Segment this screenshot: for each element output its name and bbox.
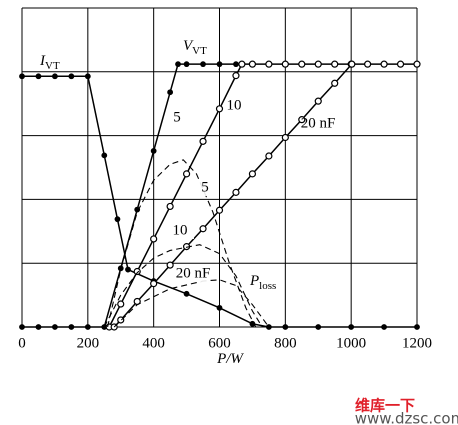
data-point xyxy=(19,324,25,330)
data-point xyxy=(314,97,322,105)
data-point xyxy=(150,148,157,154)
data-point xyxy=(298,116,306,124)
label-bg xyxy=(191,180,219,196)
x-tick-label: 1200 xyxy=(402,335,432,351)
annotation-sub: VT xyxy=(45,60,60,72)
series-label: 20 nF xyxy=(301,115,336,131)
data-point xyxy=(200,61,206,68)
annotation-main: I xyxy=(39,53,46,69)
data-point xyxy=(125,266,131,273)
data-point xyxy=(19,73,25,80)
data-point xyxy=(238,60,246,68)
data-point xyxy=(68,73,75,80)
x-tick-label: 600 xyxy=(208,335,231,351)
watermark-brand: 维库一下 xyxy=(355,397,415,415)
data-point xyxy=(150,235,158,243)
data-point xyxy=(265,152,273,160)
annotation: Ploss xyxy=(249,273,276,291)
series-label: 10 xyxy=(173,222,188,238)
data-point xyxy=(281,133,289,142)
data-point xyxy=(182,170,191,178)
x-axis-label: P/W xyxy=(216,351,244,367)
data-point xyxy=(248,170,257,178)
data-point xyxy=(101,152,108,159)
x-tick-label: 400 xyxy=(142,335,165,351)
series-line xyxy=(113,279,270,328)
data-point xyxy=(380,60,388,68)
data-point xyxy=(413,60,421,68)
data-point xyxy=(133,267,141,276)
data-point xyxy=(265,60,273,68)
x-tick-label: 0 xyxy=(18,335,26,351)
data-point xyxy=(414,324,420,330)
data-point xyxy=(364,60,372,68)
data-point xyxy=(117,300,125,308)
data-point xyxy=(331,79,339,87)
series-label: 5 xyxy=(201,179,209,195)
data-point xyxy=(348,324,355,330)
data-point xyxy=(166,261,174,269)
label-bg xyxy=(166,223,194,239)
data-point xyxy=(232,188,240,196)
annotation-main: V xyxy=(183,38,194,54)
data-point xyxy=(183,61,190,68)
data-point xyxy=(84,73,91,80)
label-bg xyxy=(179,266,207,282)
watermark-url: www.dzsc.com xyxy=(355,410,458,425)
series-line xyxy=(107,159,257,328)
data-point xyxy=(348,60,356,68)
data-point xyxy=(282,324,289,330)
data-point xyxy=(84,324,91,330)
annotation-sub: VT xyxy=(192,45,207,57)
annotation-sub: loss xyxy=(259,280,276,292)
data-point xyxy=(52,324,58,330)
data-point xyxy=(248,60,257,68)
data-point xyxy=(68,324,75,330)
data-point xyxy=(167,89,174,96)
annotation: VVT xyxy=(183,38,207,56)
series-label: 20 nF xyxy=(176,265,211,281)
x-axis-label-part: W xyxy=(230,351,244,367)
data-point xyxy=(183,290,190,297)
data-point xyxy=(216,304,223,311)
series-label: 10 xyxy=(227,97,242,113)
data-point xyxy=(331,60,339,68)
data-point xyxy=(232,72,240,80)
data-point xyxy=(35,73,42,80)
data-point xyxy=(314,60,322,68)
series-line xyxy=(103,244,263,328)
data-point xyxy=(265,324,272,330)
x-tick-label: 800 xyxy=(274,335,297,351)
data-point xyxy=(381,324,387,330)
data-point xyxy=(199,225,207,233)
data-point xyxy=(298,60,306,68)
annotation: IVT xyxy=(39,53,60,71)
data-point xyxy=(52,73,58,80)
data-point xyxy=(216,61,223,68)
data-point xyxy=(215,105,224,113)
data-point xyxy=(215,206,224,214)
data-point xyxy=(315,324,322,330)
data-point xyxy=(175,61,181,68)
data-point xyxy=(281,60,289,68)
data-point xyxy=(233,61,239,68)
data-point xyxy=(114,216,121,223)
data-point xyxy=(166,202,174,211)
x-tick-label: 200 xyxy=(77,335,100,351)
data-point xyxy=(150,280,158,288)
x-axis-label-part: P xyxy=(216,351,226,367)
annotation-main: P xyxy=(249,273,259,289)
x-axis-label-part: / xyxy=(225,351,232,367)
data-point xyxy=(396,60,405,68)
series-label: 5 xyxy=(173,109,181,125)
x-tick-label: 1000 xyxy=(336,335,366,351)
data-point xyxy=(35,324,42,330)
data-point xyxy=(199,137,207,145)
